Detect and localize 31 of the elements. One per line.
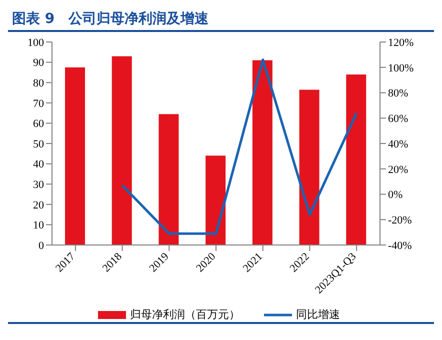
y-tick-label: 40	[33, 158, 44, 171]
y-tick-label: 70	[33, 98, 44, 110]
y2-tick-label: 20%	[388, 164, 408, 176]
y2-tick-label: -20%	[388, 214, 412, 227]
line-series	[121, 58, 358, 235]
bar	[346, 74, 366, 245]
y-tick-label: 20	[33, 199, 44, 212]
bar	[299, 90, 320, 245]
y-tick-label: 90	[33, 57, 44, 70]
bar	[252, 60, 272, 245]
y-tick-label: 50	[33, 138, 44, 150]
y-tick-label: 100	[28, 36, 44, 49]
bar	[158, 114, 179, 245]
y2-tick-label: -40%	[388, 240, 412, 252]
bar	[112, 56, 132, 245]
y2-tick-label: 80%	[388, 88, 408, 100]
y2-tick-label: 100%	[388, 62, 414, 74]
chart-title: 图表 9 公司归母净利润及增速	[8, 8, 434, 32]
bar	[206, 156, 226, 245]
y-tick-label: 80	[33, 78, 44, 90]
legend-label: 同比增速	[296, 307, 340, 322]
y2-tick-label: 60%	[388, 113, 408, 126]
y-tick-label: 0	[38, 240, 44, 252]
y-tick-label: 30	[33, 179, 44, 192]
y2-tick-label: 40%	[388, 138, 408, 150]
legend-label: 归母净利润（百万元）	[130, 307, 240, 322]
bar	[65, 67, 85, 245]
y2-tick-label: 0%	[388, 189, 403, 202]
y-tick-label: 10	[33, 220, 44, 232]
y2-tick-label: 120%	[388, 36, 414, 49]
y-tick-label: 60	[33, 118, 44, 130]
